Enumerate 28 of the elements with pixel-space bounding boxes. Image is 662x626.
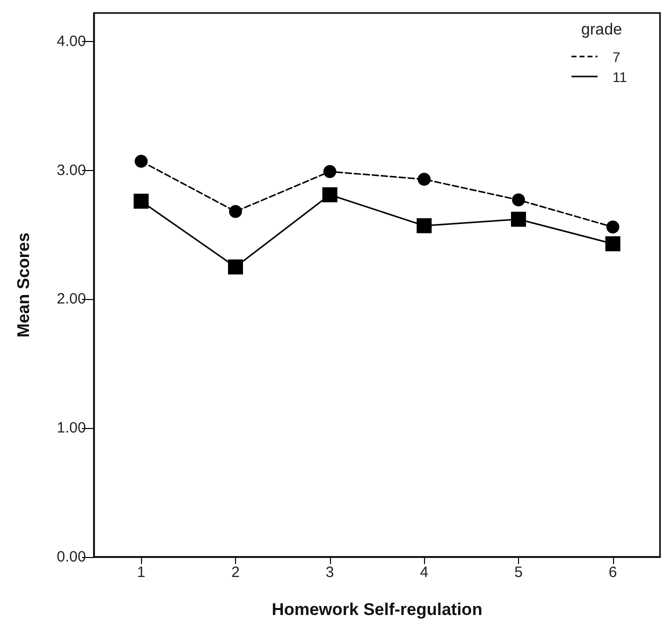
point xyxy=(134,194,149,209)
x-tick-label: 2 xyxy=(231,564,240,581)
x-tick-label: 5 xyxy=(514,564,523,581)
x-tick-label: 6 xyxy=(608,564,618,581)
point xyxy=(322,187,338,202)
point xyxy=(323,165,336,178)
point xyxy=(134,154,148,168)
point xyxy=(229,205,242,218)
legend-label: 11 xyxy=(612,69,628,85)
y-tick-label: 1.00 xyxy=(56,420,86,437)
legend-title: grade xyxy=(581,22,622,38)
point xyxy=(606,220,620,234)
y-tick-label: 3.00 xyxy=(56,162,86,179)
y-axis-title: Mean Scores xyxy=(14,232,33,338)
point xyxy=(416,218,432,234)
point xyxy=(512,193,525,206)
x-tick-label: 4 xyxy=(420,564,428,581)
point xyxy=(605,236,620,252)
point xyxy=(418,172,431,186)
y-tick-label: 4.00 xyxy=(56,32,86,50)
x-tick-label: 3 xyxy=(326,564,334,581)
point xyxy=(228,259,243,274)
x-tick-label: 1 xyxy=(136,564,146,581)
x-axis-title: Homework Self-regulation xyxy=(272,600,482,619)
point xyxy=(511,212,526,227)
legend-label: 7 xyxy=(612,49,620,65)
y-tick-label: 0.00 xyxy=(56,548,86,566)
y-tick-label: 2.00 xyxy=(56,290,86,308)
